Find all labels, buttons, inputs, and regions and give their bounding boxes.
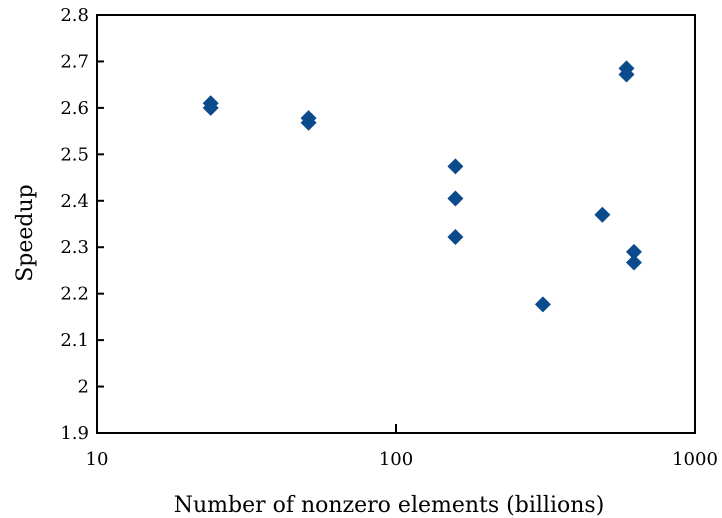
x-axis-ticks: 10 100 1000	[86, 424, 718, 470]
data-point	[534, 296, 551, 313]
y-tick-label: 2.4	[60, 191, 89, 212]
x-axis-label: Number of nonzero elements (billions)	[174, 493, 605, 518]
y-tick-label: 2.2	[60, 284, 89, 305]
data-point	[447, 190, 464, 207]
data-point	[625, 254, 642, 271]
data-point	[447, 158, 464, 175]
y-tick-label: 2.5	[60, 144, 89, 165]
y-tick-label: 2.1	[60, 330, 89, 351]
data-point	[202, 99, 219, 116]
y-axis-label: Speedup	[13, 184, 38, 282]
y-axis-ticks: 1.9 2.1 2.2 2.3 2.4 2.5 2.6 2.7 2.8 2	[60, 5, 104, 444]
y-tick-label: 2.3	[60, 237, 89, 258]
y-tick-label: 1.9	[60, 423, 89, 444]
data-point	[594, 206, 611, 223]
plot-frame	[96, 14, 696, 434]
data-point	[618, 66, 635, 83]
x-tick-label: 10	[86, 449, 109, 470]
x-tick-label: 1000	[672, 449, 718, 470]
data-point	[447, 229, 464, 246]
y-tick-label: 2.7	[60, 51, 89, 72]
y-tick-label: 2	[78, 377, 89, 398]
data-point	[300, 114, 317, 131]
x-tick-label: 100	[379, 449, 413, 470]
y-tick-label: 2.8	[60, 5, 89, 26]
data-point	[625, 243, 642, 260]
data-points	[202, 60, 642, 313]
y-tick-label: 2.6	[60, 98, 89, 119]
